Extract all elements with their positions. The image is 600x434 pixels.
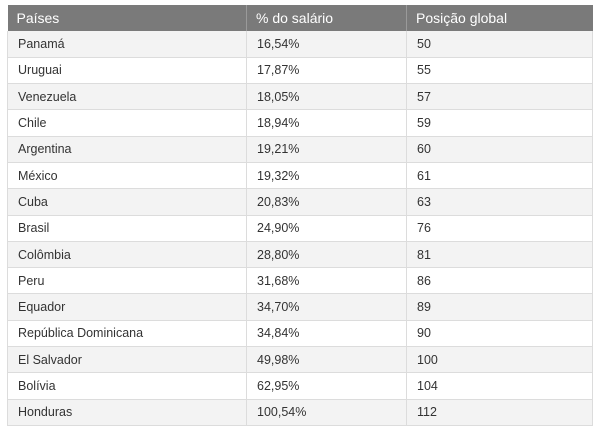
cell-percent: 31,68% bbox=[246, 267, 407, 295]
cell-percent: 18,94% bbox=[246, 109, 407, 137]
cell-rank: 112 bbox=[406, 399, 593, 426]
cell-percent: 34,70% bbox=[246, 293, 407, 321]
table-row: Peru 31,68% 86 bbox=[7, 267, 593, 295]
cell-country: Peru bbox=[7, 267, 247, 295]
cell-percent: 24,90% bbox=[246, 215, 407, 242]
cell-country: Honduras bbox=[7, 399, 247, 426]
table-row: El Salvador 49,98% 100 bbox=[7, 346, 593, 374]
cell-rank: 86 bbox=[406, 267, 593, 295]
cell-country: Cuba bbox=[7, 188, 247, 216]
header-percent-salario: % do salário bbox=[246, 5, 407, 31]
cell-rank: 76 bbox=[406, 215, 593, 242]
cell-country: Bolívia bbox=[7, 372, 247, 400]
cell-rank: 90 bbox=[406, 320, 593, 348]
table-row: México 19,32% 61 bbox=[7, 162, 593, 190]
cell-percent: 20,83% bbox=[246, 188, 407, 216]
cell-percent: 34,84% bbox=[246, 320, 407, 348]
cell-rank: 50 bbox=[406, 31, 593, 58]
cell-percent: 16,54% bbox=[246, 31, 407, 58]
table-row: Uruguai 17,87% 55 bbox=[7, 57, 593, 85]
cell-country: Panamá bbox=[7, 31, 247, 58]
cell-country: Venezuela bbox=[7, 83, 247, 111]
table-header: Países % do salário Posição global bbox=[7, 5, 593, 31]
cell-country: República Dominicana bbox=[7, 320, 247, 348]
table-row: Argentina 19,21% 60 bbox=[7, 136, 593, 163]
cell-rank: 104 bbox=[406, 372, 593, 400]
cell-country: Argentina bbox=[7, 136, 247, 163]
cell-rank: 55 bbox=[406, 57, 593, 85]
salary-ranking-table: Países % do salário Posição global Panam… bbox=[7, 5, 593, 426]
cell-percent: 28,80% bbox=[246, 241, 407, 269]
cell-rank: 63 bbox=[406, 188, 593, 216]
header-posicao-global: Posição global bbox=[406, 5, 593, 31]
cell-rank: 89 bbox=[406, 293, 593, 321]
table-row: República Dominicana 34,84% 90 bbox=[7, 320, 593, 348]
cell-rank: 81 bbox=[406, 241, 593, 269]
cell-percent: 62,95% bbox=[246, 372, 407, 400]
cell-percent: 18,05% bbox=[246, 83, 407, 111]
cell-rank: 60 bbox=[406, 136, 593, 163]
table-row: Cuba 20,83% 63 bbox=[7, 188, 593, 216]
table-row: Bolívia 62,95% 104 bbox=[7, 372, 593, 400]
cell-rank: 57 bbox=[406, 83, 593, 111]
cell-percent: 17,87% bbox=[246, 57, 407, 85]
table-body: Panamá 16,54% 50 Uruguai 17,87% 55 Venez… bbox=[7, 31, 593, 426]
cell-country: Chile bbox=[7, 109, 247, 137]
header-row: Países % do salário Posição global bbox=[7, 5, 593, 31]
cell-rank: 59 bbox=[406, 109, 593, 137]
table-row: Panamá 16,54% 50 bbox=[7, 31, 593, 58]
cell-country: Equador bbox=[7, 293, 247, 321]
cell-country: Brasil bbox=[7, 215, 247, 242]
cell-percent: 100,54% bbox=[246, 399, 407, 426]
cell-country: Uruguai bbox=[7, 57, 247, 85]
cell-percent: 49,98% bbox=[246, 346, 407, 374]
table-row: Colômbia 28,80% 81 bbox=[7, 241, 593, 269]
cell-country: Colômbia bbox=[7, 241, 247, 269]
header-paises: Países bbox=[7, 5, 247, 31]
cell-percent: 19,21% bbox=[246, 136, 407, 163]
table-row: Brasil 24,90% 76 bbox=[7, 215, 593, 242]
cell-rank: 100 bbox=[406, 346, 593, 374]
cell-rank: 61 bbox=[406, 162, 593, 190]
table-row: Venezuela 18,05% 57 bbox=[7, 83, 593, 111]
cell-percent: 19,32% bbox=[246, 162, 407, 190]
table-container: Países % do salário Posição global Panam… bbox=[7, 5, 593, 426]
cell-country: El Salvador bbox=[7, 346, 247, 374]
table-row: Equador 34,70% 89 bbox=[7, 293, 593, 321]
table-row: Honduras 100,54% 112 bbox=[7, 399, 593, 426]
cell-country: México bbox=[7, 162, 247, 190]
table-row: Chile 18,94% 59 bbox=[7, 109, 593, 137]
